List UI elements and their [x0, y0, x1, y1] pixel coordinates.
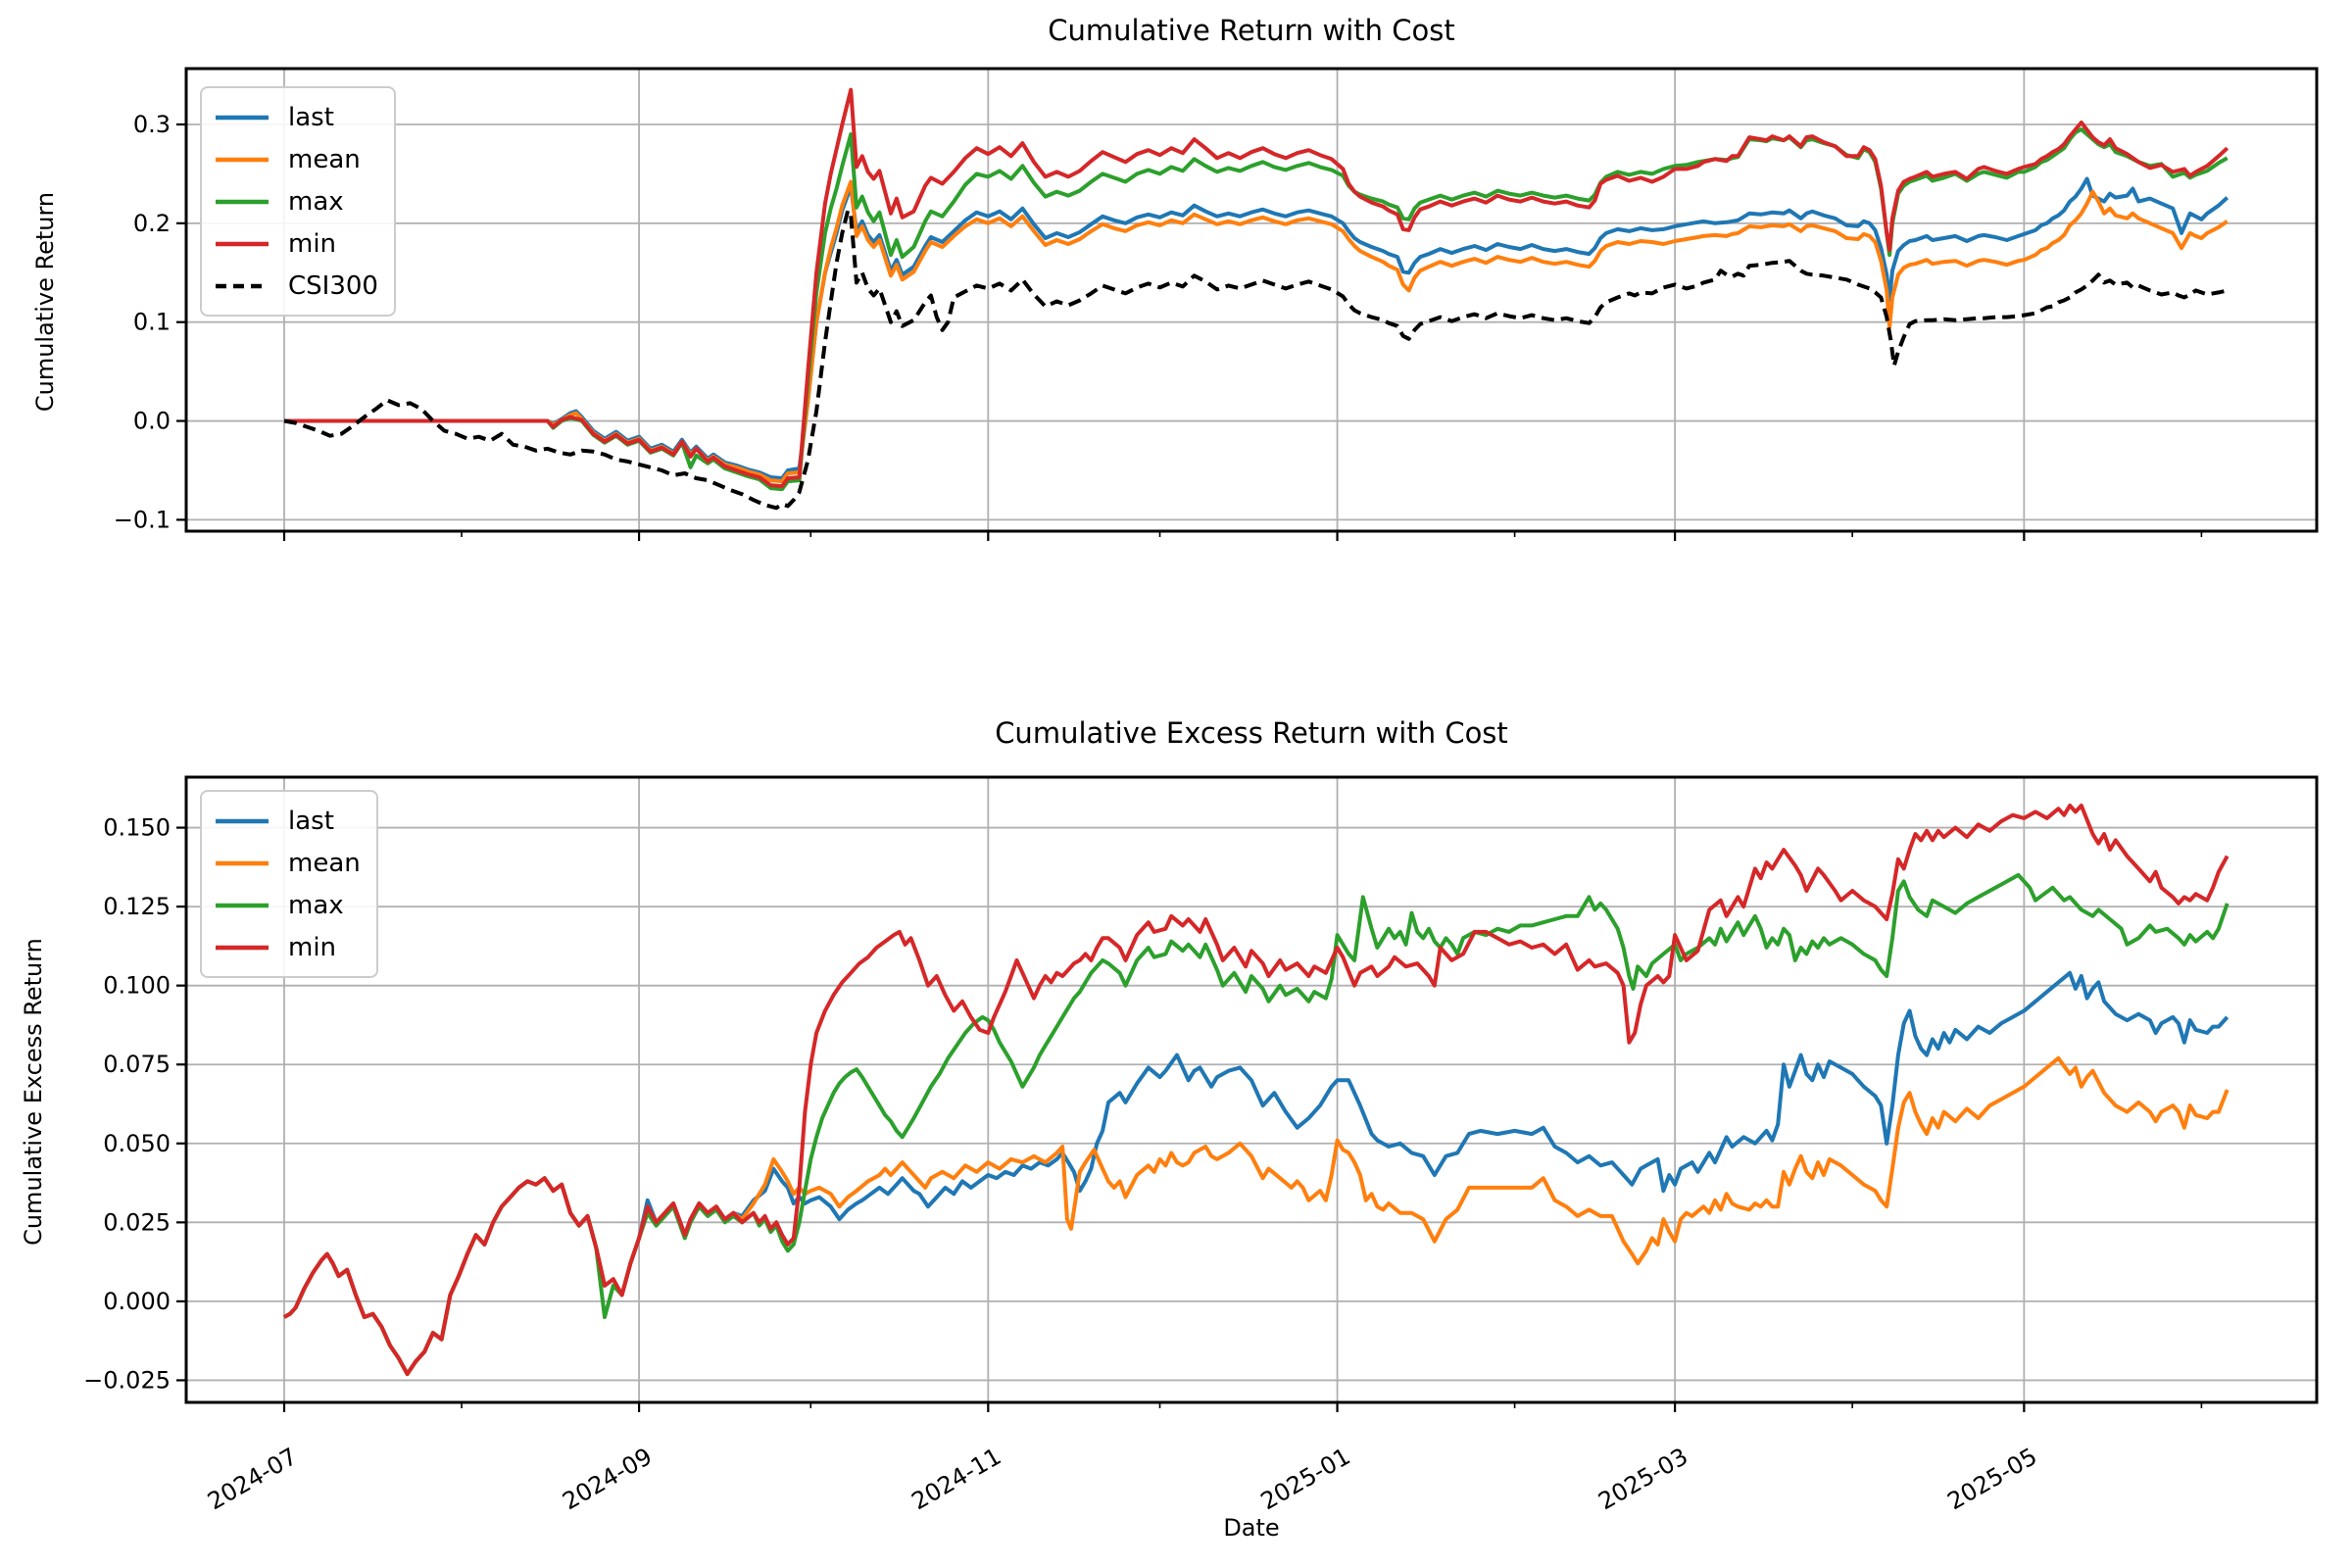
legend-label: mean — [288, 848, 361, 878]
series-line-min — [283, 804, 2230, 1376]
y-tick-label: 0.150 — [103, 814, 171, 842]
x-tick-label: 2024-07 — [203, 1443, 302, 1515]
y-tick-label: 0.100 — [103, 972, 171, 1000]
y-tick-label: 0.1 — [133, 309, 171, 336]
subplot-1: −0.025 0.000 0.025 0.050 0.075 0.100 0.125 0.15… — [83, 775, 2319, 1515]
legend-line-icon — [214, 282, 270, 290]
y-tick-label: 0.3 — [133, 111, 171, 138]
x-tick-label: 2024-09 — [558, 1443, 657, 1515]
top-legend: last mean max min CSI300 — [200, 86, 396, 317]
legend-line-icon — [214, 240, 270, 248]
legend-item-last: last — [214, 800, 361, 842]
series-line-mean — [284, 179, 2229, 484]
plot-border — [184, 67, 2319, 533]
legend-label: min — [288, 228, 337, 259]
y-tick-label: 0.075 — [103, 1051, 171, 1078]
legend-line-icon — [214, 859, 270, 867]
legend-item-mean: mean — [214, 138, 378, 180]
y-tick-label: 0.050 — [103, 1130, 171, 1157]
y-tick-label: 0.2 — [133, 210, 171, 237]
legend-item-max: max — [214, 180, 378, 222]
top-chart-title: Cumulative Return with Cost — [1048, 14, 1455, 47]
legend-label: CSI300 — [288, 270, 378, 301]
legend-label: max — [288, 186, 344, 217]
y-tick-label: 0.0 — [133, 408, 171, 435]
y-tick-label: −0.025 — [83, 1366, 171, 1394]
x-tick-label: 2024-11 — [906, 1443, 1005, 1515]
y-tick-label: 0.000 — [103, 1288, 171, 1315]
legend-line-icon — [214, 114, 270, 122]
bottom-chart-title: Cumulative Excess Return with Cost — [995, 716, 1508, 750]
subplot-0: −0.1 0.0 0.1 0.2 0.3 — [114, 67, 2319, 541]
legend-line-icon — [214, 156, 270, 164]
y-tick-label: −0.1 — [114, 506, 171, 533]
bottom-legend: last mean max min — [200, 790, 378, 978]
series-line-last — [283, 970, 2230, 1376]
y-tick-label: 0.125 — [103, 893, 171, 920]
x-tick-label: 2025-05 — [1943, 1443, 2042, 1515]
legend-item-CSI300: CSI300 — [214, 265, 378, 307]
top-y-axis-label: Cumulative Return — [31, 191, 59, 413]
x-tick-label: 2025-01 — [1256, 1443, 1355, 1515]
legend-line-icon — [214, 198, 270, 206]
series-line-min — [284, 87, 2230, 489]
y-tick-label: 0.025 — [103, 1208, 171, 1236]
series-line-max — [284, 127, 2229, 492]
legend-line-icon — [214, 817, 270, 825]
x-tick-label: 2025-03 — [1593, 1443, 1692, 1515]
legend-line-icon — [214, 944, 270, 952]
legend-label: mean — [288, 144, 361, 174]
legend-item-min: min — [214, 926, 361, 968]
bottom-y-axis-label: Cumulative Excess Return — [20, 938, 47, 1246]
legend-line-icon — [214, 902, 270, 909]
legend-label: last — [288, 806, 334, 836]
x-axis-label: Date — [1223, 1514, 1280, 1542]
legend-label: max — [288, 890, 344, 920]
legend-item-min: min — [214, 222, 378, 265]
legend-item-mean: mean — [214, 842, 361, 884]
legend-label: min — [288, 932, 337, 962]
series-line-mean — [283, 1055, 2230, 1376]
legend-item-max: max — [214, 884, 361, 926]
plot-border — [184, 775, 2319, 1404]
series-line-CSI300 — [283, 208, 2229, 511]
legend-item-last: last — [214, 96, 378, 138]
legend-label: last — [288, 102, 334, 132]
